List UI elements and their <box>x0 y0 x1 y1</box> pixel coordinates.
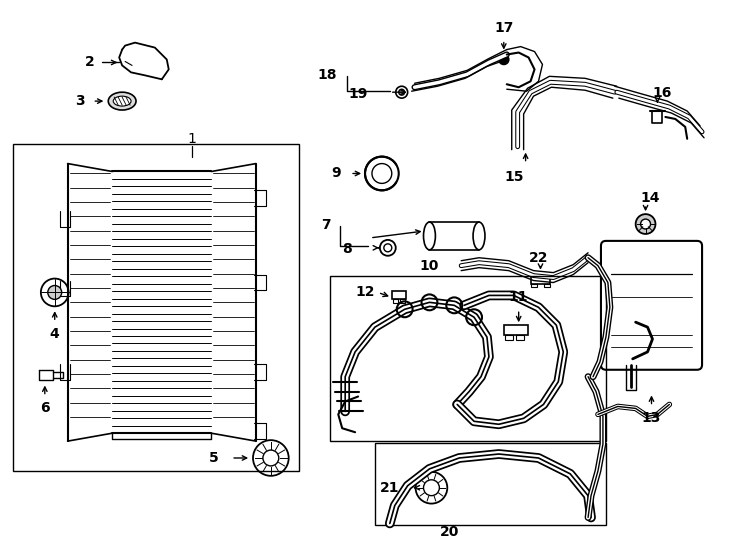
Text: 10: 10 <box>420 259 439 273</box>
Text: 4: 4 <box>50 327 59 341</box>
Text: 19: 19 <box>348 87 368 101</box>
Text: 8: 8 <box>342 242 352 256</box>
Circle shape <box>499 55 509 64</box>
Ellipse shape <box>473 222 485 250</box>
Bar <box>393 299 398 303</box>
Bar <box>330 275 606 441</box>
Text: 18: 18 <box>318 69 337 82</box>
Bar <box>545 284 550 287</box>
Text: 21: 21 <box>380 481 400 495</box>
Bar <box>375 443 606 525</box>
Bar <box>504 325 528 335</box>
Bar <box>531 275 550 284</box>
Text: 11: 11 <box>509 291 528 305</box>
Text: 22: 22 <box>528 251 548 265</box>
Circle shape <box>641 219 650 229</box>
Bar <box>531 284 537 287</box>
Text: 2: 2 <box>84 56 94 70</box>
Text: 12: 12 <box>355 286 375 300</box>
Bar <box>400 299 404 303</box>
Text: 20: 20 <box>440 525 459 539</box>
Bar <box>505 335 513 340</box>
Text: 13: 13 <box>642 411 661 426</box>
Bar <box>516 335 523 340</box>
Bar <box>392 292 406 299</box>
Text: 9: 9 <box>332 166 341 180</box>
Text: 15: 15 <box>504 171 523 185</box>
Text: 14: 14 <box>641 191 661 205</box>
Text: 3: 3 <box>75 94 84 108</box>
Text: 1: 1 <box>187 132 196 146</box>
Ellipse shape <box>109 92 136 110</box>
Circle shape <box>48 286 62 299</box>
Text: 7: 7 <box>321 218 330 232</box>
Bar <box>13 144 299 471</box>
Text: 17: 17 <box>494 21 514 35</box>
FancyBboxPatch shape <box>601 241 702 370</box>
Ellipse shape <box>113 96 131 106</box>
Circle shape <box>636 214 655 234</box>
Text: 16: 16 <box>653 86 672 100</box>
Circle shape <box>399 89 404 95</box>
Text: 6: 6 <box>40 401 50 415</box>
Ellipse shape <box>424 222 435 250</box>
Text: 5: 5 <box>208 451 218 465</box>
